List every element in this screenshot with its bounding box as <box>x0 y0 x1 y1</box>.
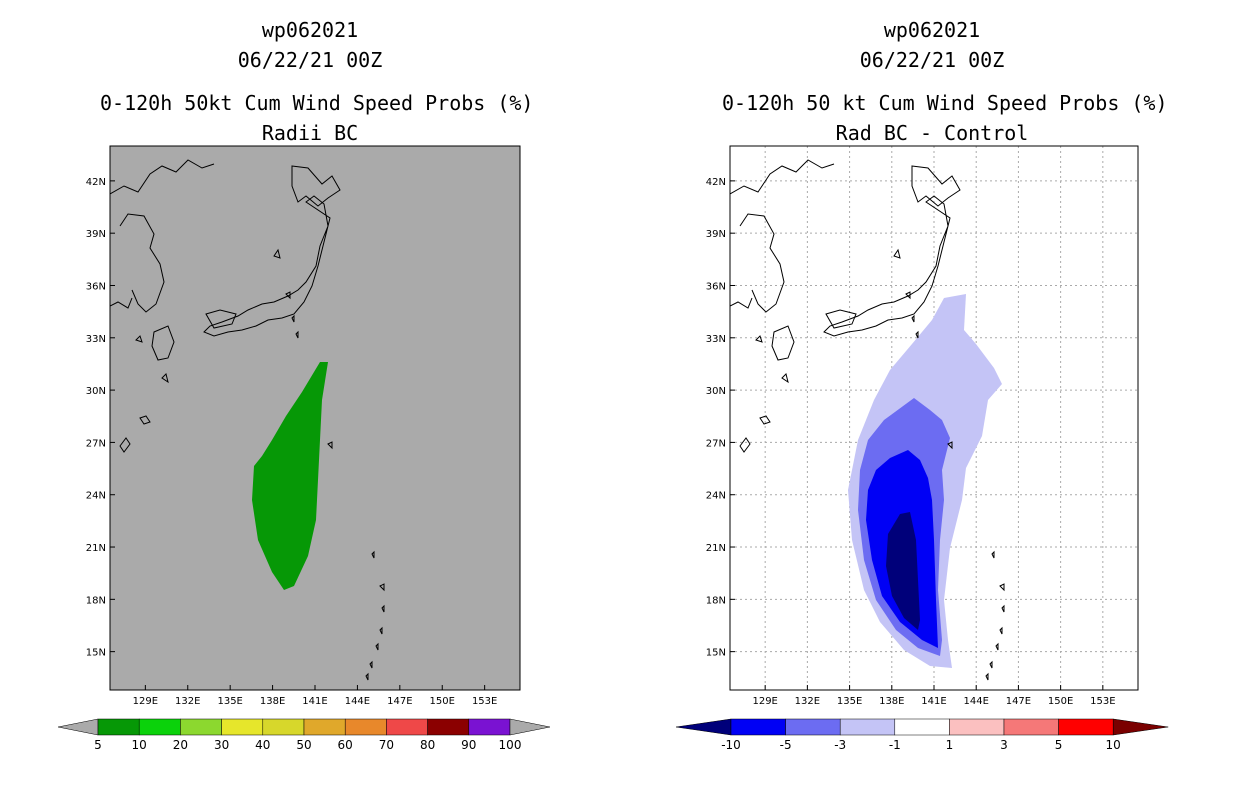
lon-tick-label: 129E <box>752 696 777 707</box>
lon-tick-label: 147E <box>387 696 412 707</box>
colorbar-swatch <box>427 718 470 736</box>
colorbar-left-arrow <box>57 718 99 736</box>
right-map: 42N 39N 36N 33N 30N 27N 24N 21N 18N 15N 129E 132E 13… <box>706 145 1139 707</box>
colorbar-swatch <box>97 718 140 736</box>
left-colorbar: 5 10 20 30 40 50 60 70 80 90 100 <box>57 718 551 752</box>
lon-tick-label: 138E <box>260 696 285 707</box>
lat-tick-label: 21N <box>86 543 106 554</box>
colorbar-label: 10 <box>132 738 147 752</box>
colorbar-label: -10 <box>721 738 741 752</box>
left-datetime: 06/22/21 00Z <box>237 48 383 72</box>
left-product-title: 0-120h 50kt Cum Wind Speed Probs (%) <box>100 91 534 115</box>
colorbar-label: 5 <box>1055 738 1063 752</box>
colorbar-swatch <box>785 718 841 736</box>
colorbar-label: -5 <box>780 738 792 752</box>
right-colorbar: -10 -5 -3 -1 1 3 5 10 <box>675 718 1169 752</box>
colorbar-swatch <box>344 718 387 736</box>
colorbar-swatch <box>894 718 950 736</box>
colorbar-swatch <box>839 718 896 736</box>
colorbar-label: 80 <box>420 738 435 752</box>
right-datetime: 06/22/21 00Z <box>859 48 1005 72</box>
colorbar-label: -1 <box>889 738 901 752</box>
lat-tick-label: 33N <box>706 334 726 345</box>
lat-tick-label: 24N <box>706 491 726 502</box>
colorbar-swatch <box>730 718 786 736</box>
lat-tick-label: 30N <box>706 386 726 397</box>
colorbar-label: 40 <box>255 738 270 752</box>
lat-tick-label: 27N <box>86 438 106 449</box>
colorbar-label: 30 <box>214 738 229 752</box>
colorbar-label: 100 <box>499 738 522 752</box>
left-storm-id: wp062021 <box>261 18 359 42</box>
colorbar-right-arrow <box>509 718 551 736</box>
lat-tick-label: 39N <box>706 229 726 240</box>
lon-tick-label: 138E <box>879 696 904 707</box>
colorbar-label: 50 <box>296 738 311 752</box>
right-axes: 42N 39N 36N 33N 30N 27N 24N 21N 18N 15N 129E 132E 13… <box>706 177 1116 707</box>
left-probability-swath <box>252 362 328 590</box>
colorbar-label: 70 <box>379 738 394 752</box>
colorbar-swatch <box>386 718 428 736</box>
colorbar-swatch <box>949 718 1005 736</box>
right-subtitle: Rad BC - Control <box>835 121 1029 145</box>
colorbar-swatch <box>468 718 511 736</box>
lon-tick-label: 147E <box>1006 696 1031 707</box>
right-storm-id: wp062021 <box>883 18 981 42</box>
colorbar-label: -3 <box>834 738 846 752</box>
lat-tick-label: 18N <box>86 595 106 606</box>
lat-tick-label: 36N <box>706 281 726 292</box>
lat-tick-label: 33N <box>86 334 106 345</box>
lat-tick-label: 15N <box>86 648 106 659</box>
left-subtitle: Radii BC <box>261 121 359 145</box>
lon-tick-label: 132E <box>175 696 200 707</box>
right-product-title: 0-120h 50 kt Cum Wind Speed Probs (%) <box>722 91 1168 115</box>
lat-tick-label: 36N <box>86 281 106 292</box>
lat-tick-label: 18N <box>706 595 726 606</box>
lon-tick-label: 150E <box>430 696 455 707</box>
colorbar-label: 10 <box>1106 738 1121 752</box>
right-gridlines <box>730 146 1138 690</box>
lon-tick-label: 141E <box>921 696 946 707</box>
lon-tick-label: 129E <box>133 696 158 707</box>
left-axes: 42N 39N 36N 33N 30N 27N 24N 21N 18N 15N 129E 132E 13… <box>86 177 498 707</box>
lat-tick-label: 15N <box>706 648 726 659</box>
lat-tick-label: 42N <box>86 177 106 188</box>
lon-tick-label: 135E <box>217 696 242 707</box>
right-contour-minus10 <box>886 512 920 630</box>
lon-tick-label: 132E <box>795 696 820 707</box>
lon-tick-label: 144E <box>964 696 989 707</box>
lat-tick-label: 24N <box>86 491 106 502</box>
colorbar-swatch <box>1003 718 1059 736</box>
lon-tick-label: 153E <box>1090 696 1115 707</box>
lat-tick-label: 21N <box>706 543 726 554</box>
lat-tick-label: 42N <box>706 177 726 188</box>
lon-tick-label: 150E <box>1048 696 1073 707</box>
lon-tick-label: 144E <box>345 696 370 707</box>
colorbar-left-arrow <box>675 718 732 736</box>
left-map: 42N 39N 36N 33N 30N 27N 24N 21N 18N 15N 129E 132E 13… <box>86 145 521 707</box>
colorbar-label: 3 <box>1000 738 1008 752</box>
colorbar-label: 5 <box>94 738 102 752</box>
colorbar-swatch <box>303 718 346 736</box>
colorbar-swatch <box>221 718 264 736</box>
colorbar-label: 1 <box>946 738 954 752</box>
colorbar-right-arrow <box>1112 718 1169 736</box>
colorbar-swatch <box>180 718 222 736</box>
colorbar-label: 90 <box>461 738 476 752</box>
lon-tick-label: 153E <box>472 696 497 707</box>
colorbar-label: 60 <box>338 738 353 752</box>
lon-tick-label: 141E <box>302 696 327 707</box>
colorbar-swatch <box>262 718 305 736</box>
lat-tick-label: 39N <box>86 229 106 240</box>
lon-tick-label: 135E <box>837 696 862 707</box>
colorbar-label: 20 <box>173 738 188 752</box>
colorbar-swatch <box>138 718 181 736</box>
lat-tick-label: 30N <box>86 386 106 397</box>
lat-tick-label: 27N <box>706 438 726 449</box>
colorbar-swatch <box>1058 718 1114 736</box>
